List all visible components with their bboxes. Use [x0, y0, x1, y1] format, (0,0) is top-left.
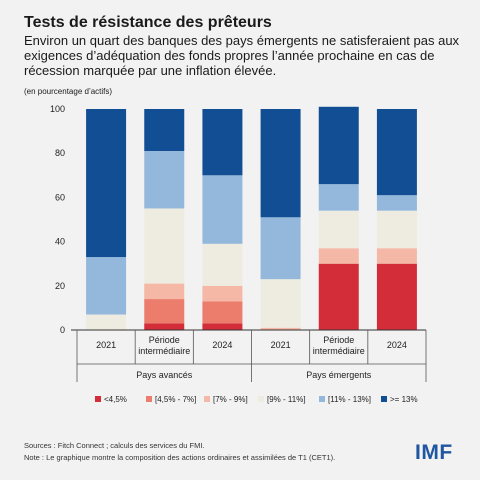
bar-segment-1-1 [144, 299, 185, 324]
source-notes: Sources : Fitch Connect ; calculs des se… [24, 440, 335, 464]
bar-segment-2-1 [144, 283, 185, 300]
y-tick-label: 80 [55, 148, 65, 158]
bar-segment-3-2 [202, 243, 243, 286]
bar-segment-5-2 [202, 109, 243, 176]
bar-segment-5-1 [144, 109, 185, 151]
legend-swatch-3 [258, 396, 264, 402]
y-tick-label: 20 [55, 281, 65, 291]
bar-segment-2-5 [376, 248, 417, 264]
bar-segment-2-3 [260, 327, 301, 330]
x-category-label: 2024 [212, 340, 232, 350]
legend-label: <4,5% [104, 395, 127, 404]
bar-segment-0-5 [376, 263, 417, 330]
bar-segment-3-4 [318, 210, 359, 249]
bar-segment-3-1 [144, 208, 185, 284]
bar-segment-3-0 [86, 314, 127, 330]
bar-segment-4-3 [260, 217, 301, 280]
bar-segment-5-0 [86, 109, 127, 258]
bar-segment-3-3 [260, 279, 301, 328]
y-tick-label: 0 [60, 325, 65, 335]
x-category-label: 2021 [271, 340, 291, 350]
y-tick-label: 60 [55, 192, 65, 202]
legend-swatch-0 [95, 396, 101, 402]
x-category-label: Période intermédiaire [313, 335, 365, 356]
group-label: Pays émergents [306, 370, 372, 380]
imf-logo: IMF [415, 441, 453, 464]
legend-swatch-2 [204, 396, 210, 402]
unit-label: (en pourcentage d’actifs) [24, 87, 113, 96]
legend-swatch-4 [319, 396, 325, 402]
bar-segment-2-4 [318, 248, 359, 264]
y-tick-label: 40 [55, 237, 65, 247]
bar-segment-3-5 [376, 210, 417, 249]
bar-segment-4-1 [144, 150, 185, 209]
x-category-label: Période intermédiaire [138, 335, 190, 356]
source-line: Sources : Fitch Connect ; calculs des se… [24, 441, 205, 450]
x-category-label: 2021 [96, 340, 116, 350]
bar-segment-5-3 [260, 109, 301, 218]
bar-segment-5-5 [376, 109, 417, 196]
x-category-label: 2024 [387, 340, 407, 350]
legend-label: [9% - 11%] [267, 395, 306, 404]
bar-segment-4-2 [202, 175, 243, 244]
bar-segment-1-2 [202, 301, 243, 324]
bar-segment-4-0 [86, 257, 127, 315]
bar-segment-0-4 [318, 263, 359, 330]
group-label: Pays avancés [136, 370, 193, 380]
legend-swatch-5 [381, 396, 387, 402]
bar-segment-0-2 [202, 323, 243, 330]
y-tick-label: 100 [50, 104, 65, 114]
note-line: Note : Le graphique montre la compositio… [24, 453, 336, 462]
legend-label: [7% - 9%] [213, 395, 248, 404]
bar-segment-2-2 [202, 285, 243, 302]
chart-subtitle: Environ un quart des banques des pays ém… [24, 33, 460, 78]
legend-label: [11% - 13%] [328, 395, 371, 404]
chart-title: Tests de résistance des prêteurs [24, 14, 272, 31]
bar-segment-4-4 [318, 184, 359, 211]
bar-segment-0-1 [144, 323, 185, 330]
legend-label: >= 13% [390, 395, 418, 404]
bar-segment-4-5 [376, 195, 417, 211]
stacked-bar-chart: 0 20 40 60 80 100 2021 Période intermédiaire 2024… [50, 104, 427, 404]
legend-label: [4,5% - 7%] [155, 395, 196, 404]
legend-swatch-1 [146, 396, 152, 402]
bar-segment-5-4 [318, 106, 359, 185]
